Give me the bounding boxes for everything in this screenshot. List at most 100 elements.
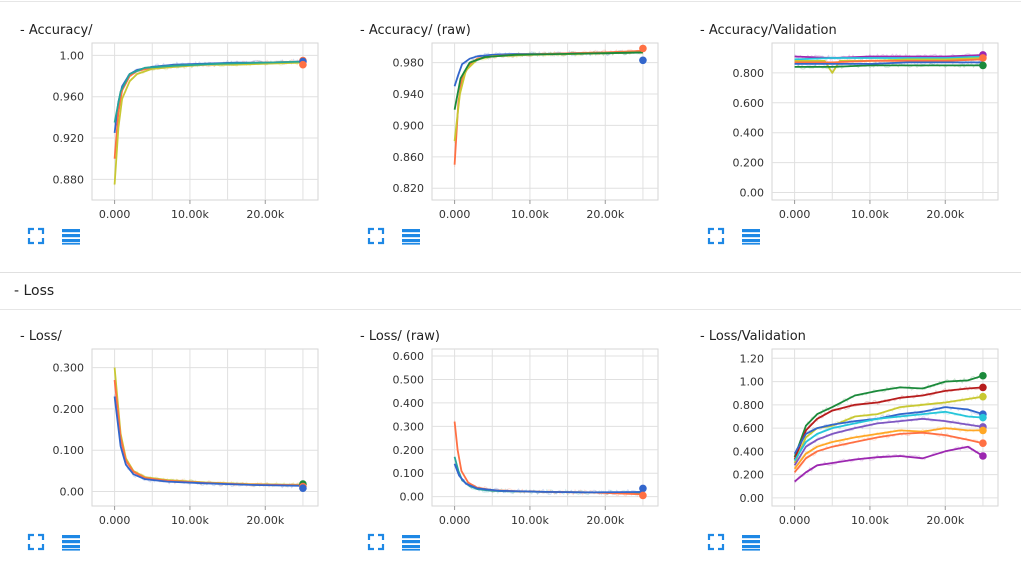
list-icon-bar xyxy=(62,229,80,233)
chart-title: - Accuracy/ xyxy=(20,23,93,38)
chart-title: - Accuracy/Validation xyxy=(700,23,837,38)
series-end-marker xyxy=(979,413,987,422)
series-line xyxy=(453,463,643,494)
series-end-marker xyxy=(979,383,987,392)
series-noise-line xyxy=(794,405,984,456)
series-noise-line xyxy=(454,420,644,498)
expand-icon-corner xyxy=(38,227,45,234)
list-icon-bar xyxy=(402,549,420,551)
chart-plot-loss-raw[interactable]: 0.00 0.100 0.200 0.300 0.400 0.500 0.600 0.000 1… xyxy=(340,306,680,536)
chart-plot-accuracy[interactable]: 0.880 0.920 0.960 1.00 0.000 10.00k 20.00k xyxy=(0,0,340,230)
data-table-button[interactable] xyxy=(740,226,762,246)
chart-plot-accuracy-raw[interactable]: 0.820 0.860 0.900 0.940 0.980 0.000 10.00k 20.0… xyxy=(340,0,680,230)
list-icon-bar xyxy=(402,239,420,243)
series-noise-line xyxy=(454,48,644,168)
x-tick-label: 10.00k xyxy=(171,514,209,527)
y-tick-label: 0.800 xyxy=(733,67,765,80)
x-tick-label: 0.000 xyxy=(779,208,811,221)
plot-frame xyxy=(771,42,999,201)
expand-icon xyxy=(27,227,45,245)
chart-title: - Loss/ (raw) xyxy=(360,329,440,344)
chart-card-accuracy: - Accuracy/ 0.880 0.920 0.960 1.00 0.000 10.0… xyxy=(0,0,340,245)
list-icon xyxy=(742,535,760,551)
expand-icon-corner xyxy=(27,238,34,245)
list-icon-bar xyxy=(402,540,420,544)
expand-icon-corner xyxy=(38,238,45,245)
data-table-button[interactable] xyxy=(60,226,82,246)
expand-icon-corner xyxy=(718,533,725,540)
expand-icon-corner xyxy=(38,544,45,551)
expand-icon-corner xyxy=(27,227,34,234)
series-line xyxy=(794,445,984,483)
chart-title: - Loss/ xyxy=(20,329,62,344)
y-tick-label: 0.900 xyxy=(393,119,425,132)
plot-frame xyxy=(771,348,999,507)
y-tick-label: 0.960 xyxy=(53,91,85,104)
expand-icon-corner xyxy=(378,544,385,551)
expand-icon-corner xyxy=(707,544,714,551)
data-table-button[interactable] xyxy=(400,532,422,552)
expand-button[interactable] xyxy=(706,532,728,552)
y-tick-label: 0.920 xyxy=(53,132,85,145)
chart-plot-loss[interactable]: 0.00 0.100 0.200 0.300 0.000 10.00k 20.00k xyxy=(0,306,340,536)
list-icon-bar xyxy=(62,239,80,243)
series-line xyxy=(793,386,983,460)
data-table-button[interactable] xyxy=(740,532,762,552)
series-line xyxy=(453,51,643,110)
list-icon xyxy=(742,229,760,245)
series-end-marker xyxy=(979,371,987,380)
y-tick-label: 0.600 xyxy=(733,422,765,435)
series-line xyxy=(113,61,303,185)
y-tick-label: 1.00 xyxy=(60,49,85,62)
expand-icon xyxy=(367,533,385,551)
x-tick-label: 0.000 xyxy=(99,514,131,527)
x-tick-label: 20.00k xyxy=(246,514,284,527)
expand-icon-corner xyxy=(707,227,714,234)
series-end-marker xyxy=(639,44,647,53)
y-tick-label: 0.600 xyxy=(393,350,425,363)
y-tick-label: 0.600 xyxy=(733,97,765,110)
series-noise-line xyxy=(114,367,304,488)
data-table-button[interactable] xyxy=(400,226,422,246)
chart-card-accuracy-raw: - Accuracy/ (raw) 0.820 0.860 0.900 0.940 0.… xyxy=(340,0,680,245)
y-tick-label: 0.100 xyxy=(393,467,425,480)
y-tick-label: 0.300 xyxy=(53,362,85,375)
y-tick-label: 0.00 xyxy=(740,187,765,200)
x-tick-label: 20.00k xyxy=(246,208,284,221)
y-tick-label: 0.800 xyxy=(733,399,765,412)
expand-icon xyxy=(707,533,725,551)
section-header-accuracy[interactable] xyxy=(0,0,1021,2)
chart-plot-loss-validation[interactable]: 0.00 0.200 0.400 0.600 0.800 1.00 1.20 0.000 10.… xyxy=(680,306,1020,536)
list-icon-bar xyxy=(62,540,80,544)
expand-icon-corner xyxy=(718,238,725,245)
series-end-marker xyxy=(299,484,307,493)
series-line xyxy=(113,367,303,486)
chart-plot-accuracy-validation[interactable]: 0.00 0.200 0.400 0.600 0.800 0.000 10.00k 20.00… xyxy=(680,0,1020,230)
list-icon-bar xyxy=(742,540,760,544)
expand-icon-corner xyxy=(38,533,45,540)
x-tick-label: 10.00k xyxy=(851,514,889,527)
series-noise-line xyxy=(794,416,984,466)
series-end-marker xyxy=(979,452,987,460)
series-noise-line xyxy=(114,59,304,186)
list-icon-bar xyxy=(742,239,760,243)
x-tick-label: 20.00k xyxy=(926,208,964,221)
data-table-button[interactable] xyxy=(60,532,82,552)
list-icon-bar xyxy=(402,229,420,233)
series-line xyxy=(453,456,643,494)
expand-button[interactable] xyxy=(26,226,48,246)
series-line xyxy=(113,60,303,159)
expand-button[interactable] xyxy=(706,226,728,246)
expand-button[interactable] xyxy=(26,532,48,552)
list-icon xyxy=(402,535,420,551)
y-tick-label: 0.400 xyxy=(733,127,765,140)
series-line xyxy=(113,60,303,123)
expand-icon-corner xyxy=(718,544,725,551)
y-tick-label: 0.300 xyxy=(393,420,425,433)
expand-button[interactable] xyxy=(366,532,388,552)
expand-icon xyxy=(707,227,725,245)
section-header-loss[interactable]: - Loss xyxy=(0,272,1021,310)
expand-button[interactable] xyxy=(366,226,388,246)
list-icon-bar xyxy=(402,535,420,539)
series-line xyxy=(793,417,984,466)
